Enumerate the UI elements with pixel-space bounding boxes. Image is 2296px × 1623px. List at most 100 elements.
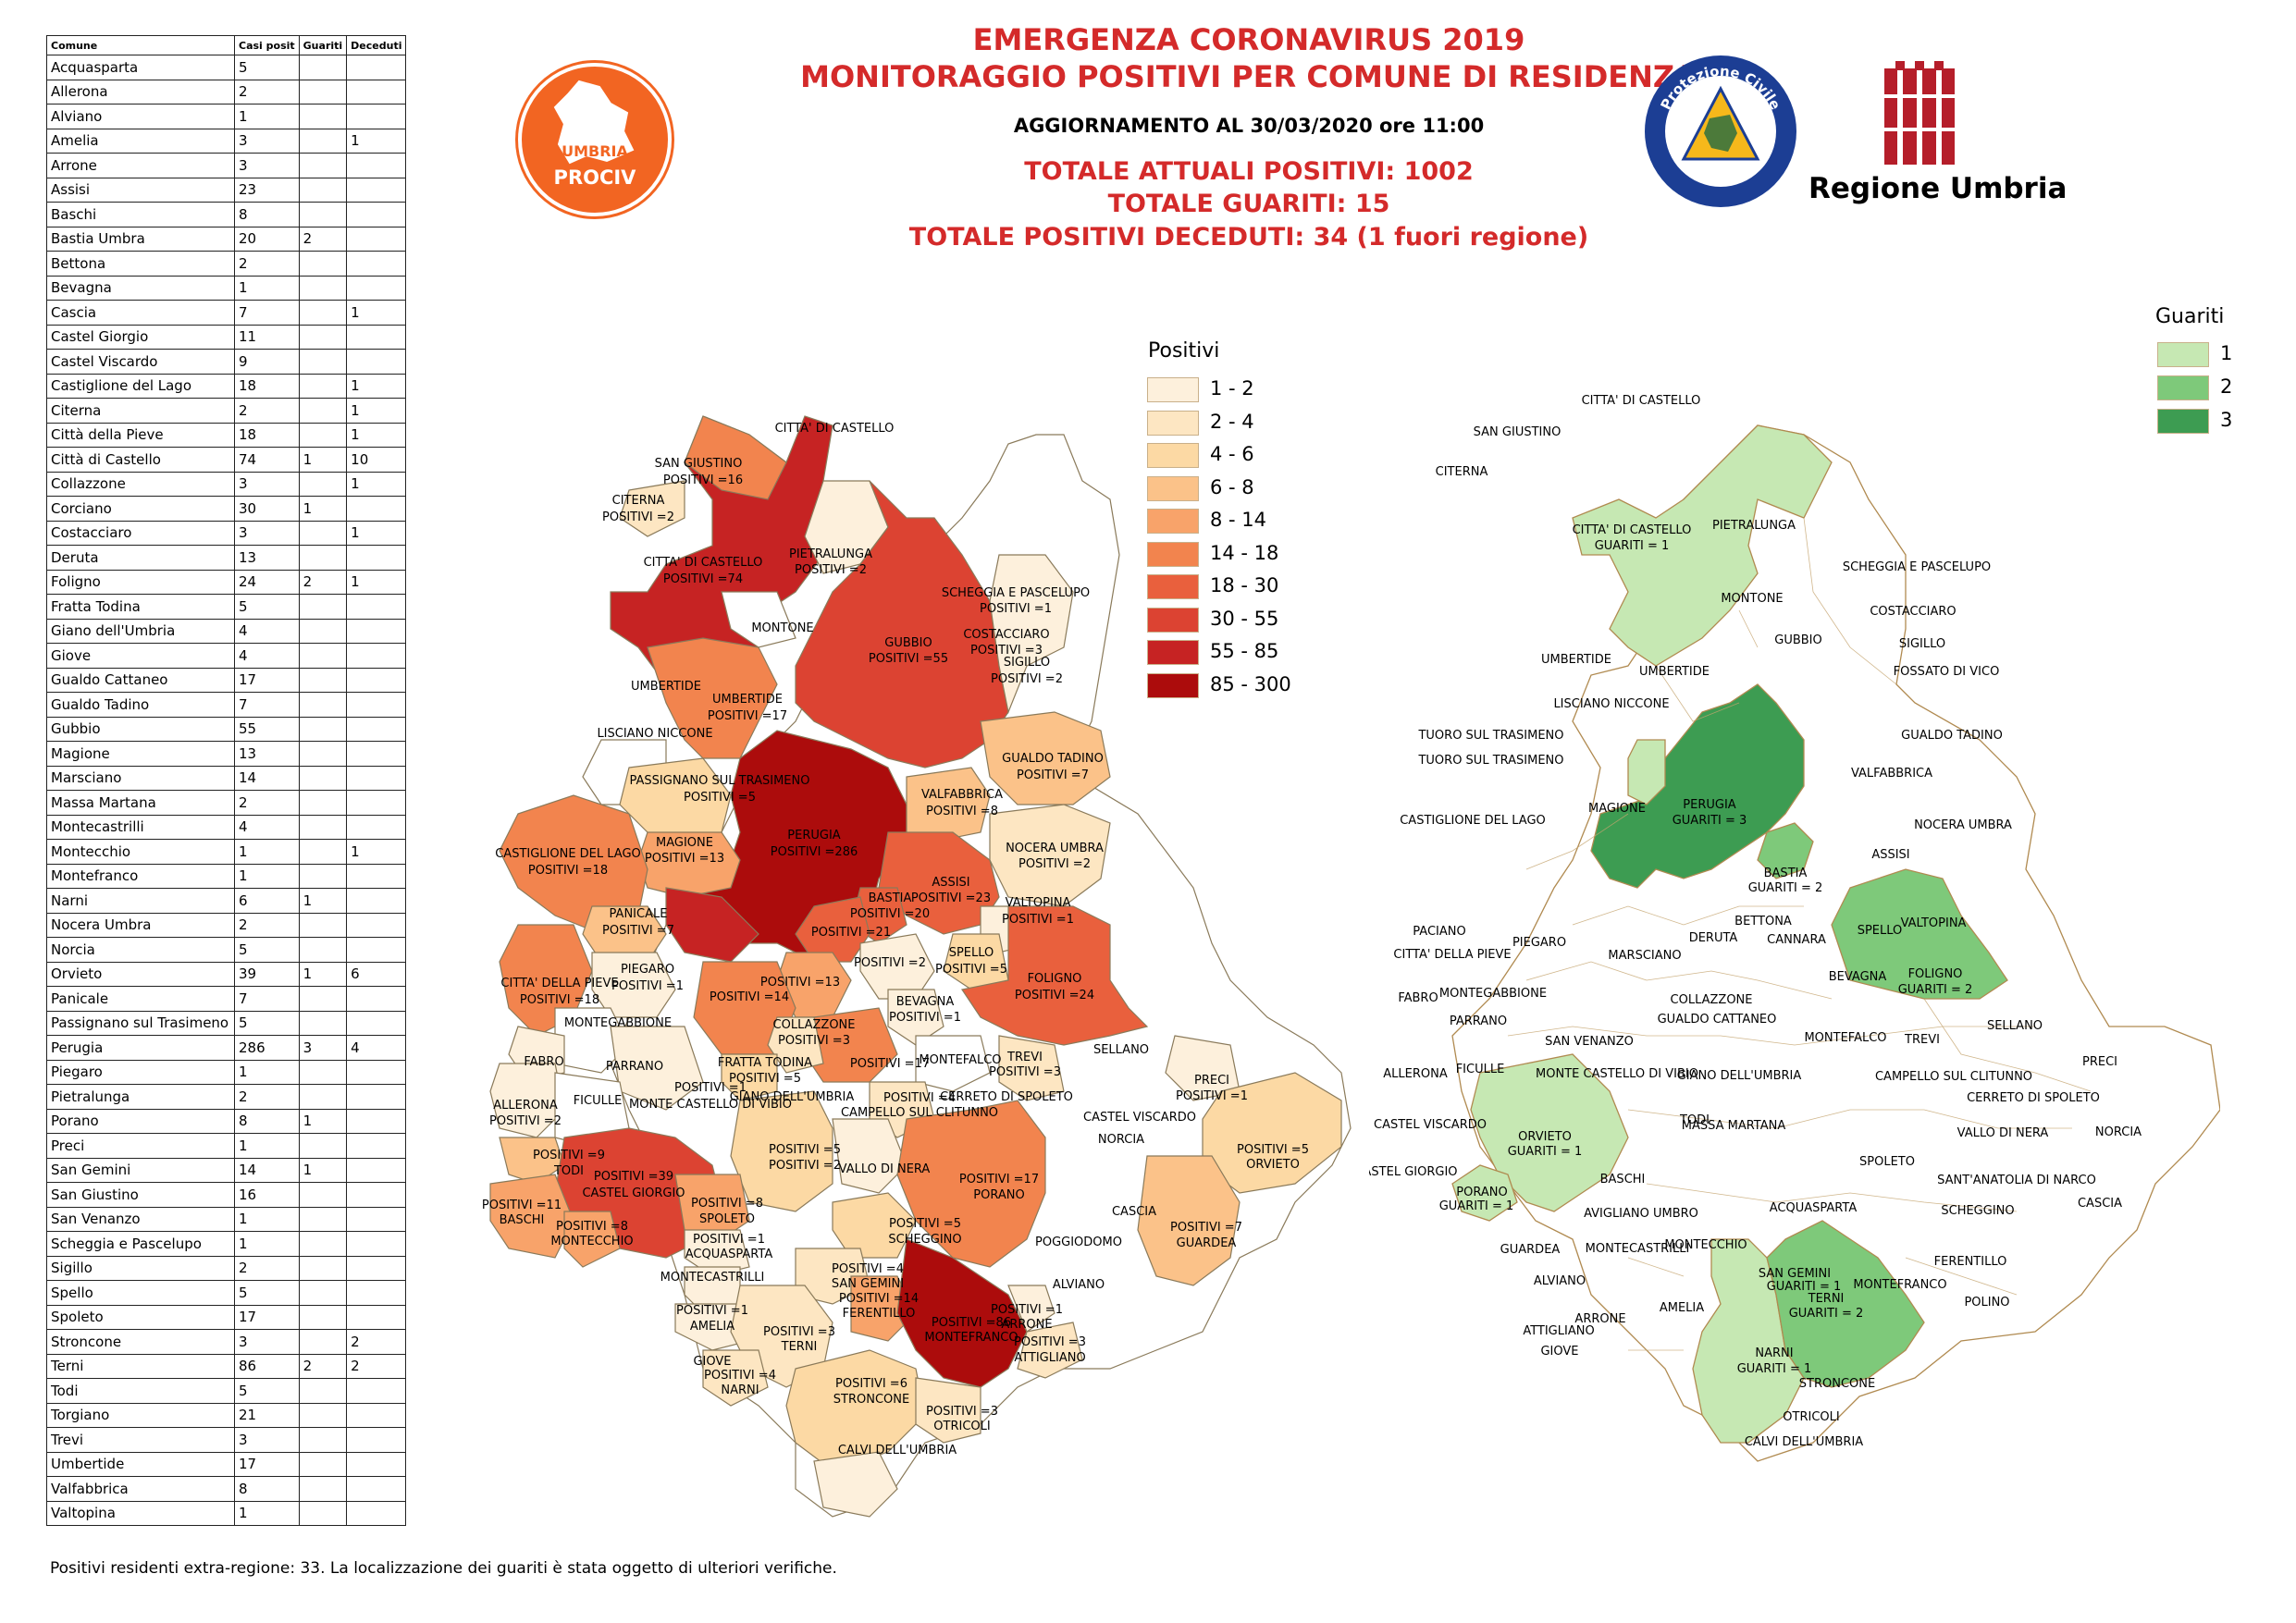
map-label: POSITIVI =5 — [729, 1072, 801, 1086]
map-label: NORCIA — [1098, 1133, 1144, 1147]
umbria-outline-icon — [553, 80, 635, 165]
cell-comune: San Giustino — [46, 1182, 235, 1208]
cell-deceduti: 1 — [346, 471, 407, 497]
map-label: POSITIVI =13 — [760, 976, 840, 990]
map-label: GIOVE — [693, 1355, 731, 1369]
table-row: Castel Giorgio 11 — [46, 324, 407, 350]
map-label: AVIGLIANO UMBRO — [1584, 1207, 1698, 1221]
map-label: FABRO — [1398, 991, 1438, 1005]
map-label: POSITIVI =16 — [663, 473, 743, 487]
cell-guariti — [298, 912, 348, 938]
cell-deceduti — [346, 275, 407, 301]
map-label: POSITIVI =14 — [839, 1292, 919, 1306]
map-label: STRONCONE — [833, 1393, 909, 1407]
table-body: Acquasparta 5 Allerona 2 Alviano 1 Amelia 3 1 Arr… — [46, 55, 407, 1526]
cell-deceduti — [346, 863, 407, 889]
legend-label: 1 — [2220, 342, 2233, 364]
map-label: POSITIVI =5 — [889, 1217, 961, 1231]
cell-casi-positivi: 2 — [234, 79, 300, 105]
map-label: MONTE CASTELLO DI VIBIO — [1536, 1067, 1698, 1081]
table-row: Perugia 286 3 4 — [46, 1035, 407, 1061]
cell-deceduti — [346, 1476, 407, 1502]
map-label: POSITIVI =1 — [980, 602, 1052, 616]
table-row: Orvieto 39 1 6 — [46, 961, 407, 987]
cell-deceduti — [346, 716, 407, 742]
cell-deceduti — [346, 618, 407, 644]
legend-label: 4 - 6 — [1210, 443, 1254, 465]
cell-casi-positivi: 11 — [234, 324, 300, 350]
map-label: POSITIVI =20 — [850, 907, 930, 921]
cell-comune: Giano dell'Umbria — [46, 618, 235, 644]
cell-guariti — [298, 128, 348, 154]
map-label: ASSISI — [1871, 848, 1909, 862]
map-label: SCHEGGIA E PASCELUPO — [1843, 560, 1991, 574]
cell-comune: Arrone — [46, 153, 235, 178]
map-label: POSITIVI =1 — [674, 1081, 747, 1095]
map-label: POSITIVI =24 — [1015, 989, 1094, 1002]
cell-deceduti: 1 — [346, 422, 407, 448]
page-title: EMERGENZA CORONAVIRUS 2019 — [972, 22, 1525, 57]
cell-deceduti — [346, 937, 407, 963]
legend-label: 14 - 18 — [1210, 541, 1279, 564]
map-label: COSTACCIARO — [963, 628, 1049, 642]
map-label: SPELLO — [1858, 924, 1903, 938]
table-row: San Giustino 16 — [46, 1182, 407, 1208]
map-label: UMBERTIDE — [712, 693, 783, 707]
cell-casi-positivi: 3 — [234, 471, 300, 497]
map-label: POSITIVI =4 — [883, 1091, 956, 1105]
map-label: FABRO — [524, 1055, 563, 1069]
map-label: ALLERONA — [493, 1099, 558, 1113]
map-label: FERENTILLO — [1934, 1255, 2007, 1269]
map-label: SAN VENANZO — [1545, 1035, 1634, 1049]
cell-guariti — [298, 373, 348, 399]
cell-guariti — [298, 1206, 348, 1232]
cell-guariti — [298, 692, 348, 718]
table-row: Porano 8 1 — [46, 1108, 407, 1134]
table-row: Valtopina 1 — [46, 1500, 407, 1526]
map-label: CASTEL GIORGIO — [582, 1187, 685, 1200]
map-label: CALVI DELL'UMBRIA — [838, 1444, 957, 1457]
cell-comune: Città della Pieve — [46, 422, 235, 448]
table-row: Magione 13 — [46, 741, 407, 767]
cell-casi-positivi: 17 — [234, 1451, 300, 1477]
cell-guariti — [298, 177, 348, 203]
table-row: Marsciano 14 — [46, 765, 407, 791]
map-label: MONTEFRANCO — [924, 1331, 1018, 1345]
map-label: FOLIGNO — [1908, 967, 1963, 981]
map-label: POSITIVI =1 — [693, 1233, 765, 1247]
map-label: CANNARA — [1767, 933, 1826, 947]
cell-guariti — [298, 814, 348, 840]
map-label: TREVI — [1904, 1033, 1940, 1047]
map-label: SAN GEMINI — [832, 1277, 904, 1291]
map-label: POSITIVI =3 — [1014, 1335, 1086, 1349]
cell-comune: Todi — [46, 1378, 235, 1404]
map-label: CITTA' DELLA PIEVE — [1393, 948, 1511, 962]
cell-guariti — [298, 1280, 348, 1306]
page-subtitle: MONITORAGGIO POSITIVI PER COMUNE DI RESI… — [800, 59, 1697, 94]
cell-casi-positivi: 8 — [234, 202, 300, 227]
map-label: ALLERONA — [1383, 1067, 1448, 1081]
cell-deceduti: 1 — [346, 373, 407, 399]
cell-casi-positivi: 3 — [234, 1329, 300, 1355]
anci-umbria-logo: ANCI UMBRIA PROCIV — [518, 63, 672, 216]
prociv-text: PROCIV — [553, 166, 636, 189]
cell-comune: Gubbio — [46, 716, 235, 742]
cell-guariti — [298, 839, 348, 865]
cell-guariti: 1 — [298, 888, 348, 914]
table-row: Assisi 23 — [46, 177, 407, 203]
cell-guariti — [298, 741, 348, 767]
header-comune: Comune — [46, 35, 235, 55]
map-label: CASTEL VISCARDO — [1083, 1111, 1196, 1125]
cell-guariti — [298, 1010, 348, 1036]
map-label: POSITIVI =2 — [854, 956, 926, 970]
cell-deceduti: 2 — [346, 1329, 407, 1355]
map-label: GUALDO TADINO — [1901, 729, 2003, 743]
map-label: VALLO DI NERA — [1957, 1126, 2049, 1140]
map-label: GUARITI = 1 — [1737, 1362, 1812, 1376]
map-label: PARRANO — [606, 1060, 663, 1074]
cell-deceduti — [346, 692, 407, 718]
cell-guariti — [298, 937, 348, 963]
cell-deceduti — [346, 912, 407, 938]
cell-deceduti: 4 — [346, 1035, 407, 1061]
cell-comune: Magione — [46, 741, 235, 767]
